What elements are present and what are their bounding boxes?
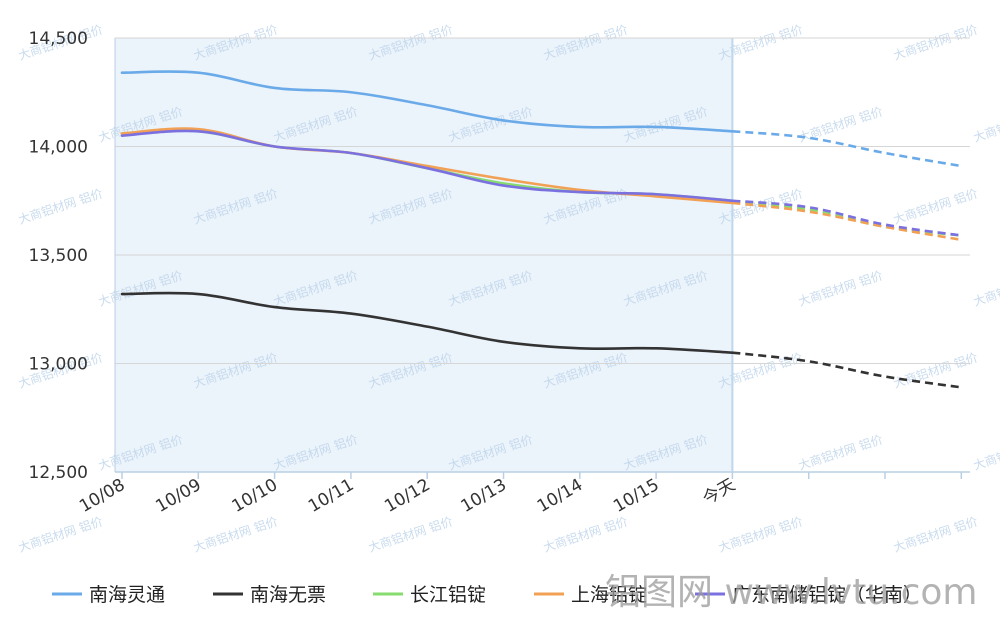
watermark-tile: 大商铝材网 铝价	[191, 513, 279, 554]
x-tick-label: 10/15	[610, 475, 662, 517]
series-line-actual-1[interactable]	[120, 291, 734, 354]
legend-label: 上海铝锭	[571, 584, 647, 606]
series-line-forecast-3[interactable]	[732, 201, 962, 242]
site-watermark: 铝图网 www.lvtu.com	[605, 572, 977, 613]
legend-item[interactable]: 南海灵通	[52, 584, 165, 606]
watermark-tile: 大商铝材网 铝价	[971, 103, 1000, 144]
y-tick-label: 12,500	[29, 463, 88, 483]
legend-label: 南海无票	[250, 584, 326, 606]
watermark-tile: 大商铝材网 铝价	[541, 513, 629, 554]
legend-item[interactable]: 南海无票	[213, 584, 326, 606]
series-line-forecast-1[interactable]	[732, 351, 962, 389]
series-lines	[120, 70, 962, 389]
series-line-actual-0[interactable]	[120, 70, 734, 133]
x-tick-label: 10/11	[305, 475, 357, 517]
watermark-tile: 大商铝材网 铝价	[796, 431, 884, 472]
watermark-tile: 大商铝材网 铝价	[891, 513, 979, 554]
y-tick-label: 14,500	[29, 29, 88, 49]
legend-label: 广东南储铝锭（华南）	[732, 584, 922, 606]
series-line-forecast-4[interactable]	[732, 199, 962, 237]
watermark-tile: 大商铝材网 铝价	[796, 103, 884, 144]
legend-item[interactable]: 长江铝锭	[373, 584, 486, 606]
x-tick-label: 10/10	[229, 475, 281, 517]
watermark-tile: 大商铝材网 铝价	[366, 513, 454, 554]
watermark-tile: 大商铝材网 铝价	[891, 185, 979, 226]
watermark-tile: 大商铝材网 铝价	[16, 513, 104, 554]
y-tick-label: 13,500	[29, 246, 88, 266]
watermark-tile: 大商铝材网 铝价	[796, 267, 884, 308]
y-tick-label: 14,000	[29, 138, 88, 158]
watermark-tile: 大商铝材网 铝价	[971, 267, 1000, 308]
x-tick-label: 10/13	[458, 475, 510, 517]
watermark-tile: 大商铝材网 铝价	[971, 431, 1000, 472]
watermark-tile: 大商铝材网 铝价	[891, 349, 979, 390]
x-tick-label: 10/12	[381, 475, 433, 517]
x-tick-label: 今天	[699, 475, 738, 509]
legend-item[interactable]: 上海铝锭	[534, 584, 647, 606]
x-tick-label: 10/09	[152, 475, 204, 517]
series-line-actual-4[interactable]	[120, 129, 734, 203]
legend-item[interactable]: 广东南储铝锭（华南）	[695, 584, 922, 606]
series-line-forecast-0[interactable]	[732, 130, 962, 168]
watermark-tile: 大商铝材网 铝价	[716, 513, 804, 554]
legend-label: 南海灵通	[89, 584, 165, 606]
legend-label: 长江铝锭	[410, 584, 486, 606]
legend: 南海灵通 南海无票 长江铝锭 上海铝锭 广东南储铝锭（华南）	[52, 584, 922, 606]
watermark-tile: 大商铝材网 铝价	[16, 185, 104, 226]
y-tick-label: 13,000	[29, 355, 88, 375]
x-tick-label: 10/14	[534, 475, 586, 517]
watermark-tile: 大商铝材网 铝价	[891, 21, 979, 62]
